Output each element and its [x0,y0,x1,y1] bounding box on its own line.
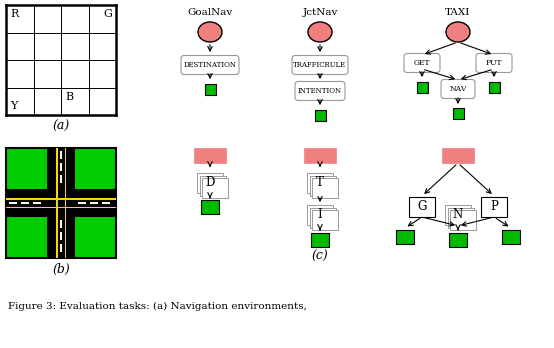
Text: JctNav: JctNav [302,8,338,17]
Text: (b): (b) [52,262,70,276]
Bar [204,84,216,95]
Bar [396,230,414,244]
Text: DESTINATION: DESTINATION [183,61,237,69]
Text: TAXI: TAXI [445,8,471,17]
Bar [315,110,326,120]
Bar [442,148,474,163]
Bar [445,205,471,225]
Text: G: G [103,9,112,19]
Bar [60,163,61,171]
Text: PUT: PUT [486,59,502,67]
Bar [199,175,225,196]
Text: Figure 3: Evaluation tasks: (a) Navigation environments,: Figure 3: Evaluation tasks: (a) Navigati… [8,302,307,311]
Text: GoalNav: GoalNav [187,8,233,17]
Text: R: R [10,9,18,19]
Text: I: I [317,208,322,221]
Bar [502,230,520,244]
Bar [449,233,467,247]
Bar [481,197,507,217]
Text: INTENTION: INTENTION [298,87,342,95]
Bar [310,207,336,228]
Text: GET: GET [414,59,430,67]
Bar [417,81,428,93]
Bar [489,81,500,93]
Bar [21,202,29,204]
Text: Y: Y [10,101,17,111]
Bar [47,148,75,258]
Bar [197,173,223,193]
Bar [6,189,116,217]
FancyBboxPatch shape [181,55,239,74]
Text: B: B [65,92,73,102]
FancyBboxPatch shape [441,79,475,98]
Bar [453,108,464,119]
Bar [90,202,98,204]
Bar [202,178,228,198]
Bar [450,210,476,230]
Bar [312,178,338,198]
Bar [448,207,474,228]
Bar [60,232,61,240]
FancyBboxPatch shape [295,81,345,101]
Bar [304,148,336,163]
Bar [102,202,110,204]
Bar [60,151,61,159]
Bar [201,200,219,214]
FancyBboxPatch shape [404,54,440,72]
FancyBboxPatch shape [476,54,512,72]
Bar [9,202,17,204]
Bar [60,175,61,183]
Bar [311,233,329,247]
Ellipse shape [446,22,470,42]
Ellipse shape [198,22,222,42]
Text: D: D [206,176,215,190]
Text: (c): (c) [311,250,329,262]
Bar [6,198,116,199]
Text: P: P [490,200,498,214]
Bar [409,197,435,217]
Text: (a): (a) [53,119,70,133]
FancyBboxPatch shape [292,55,348,74]
Bar [78,202,86,204]
Text: NAV: NAV [449,85,466,93]
Bar [6,206,116,208]
Bar [194,148,226,163]
Text: N: N [453,208,463,221]
Bar [60,220,61,228]
Bar [33,202,41,204]
Bar [60,244,61,252]
Text: T: T [316,176,324,190]
Text: TRAFFICRULE: TRAFFICRULE [294,61,347,69]
Bar [57,148,58,258]
Bar [312,210,338,230]
Bar [64,148,66,258]
Bar [307,205,333,225]
Bar [307,173,333,193]
Ellipse shape [308,22,332,42]
Bar [6,148,116,258]
Text: G: G [417,200,427,214]
Bar [310,175,336,196]
